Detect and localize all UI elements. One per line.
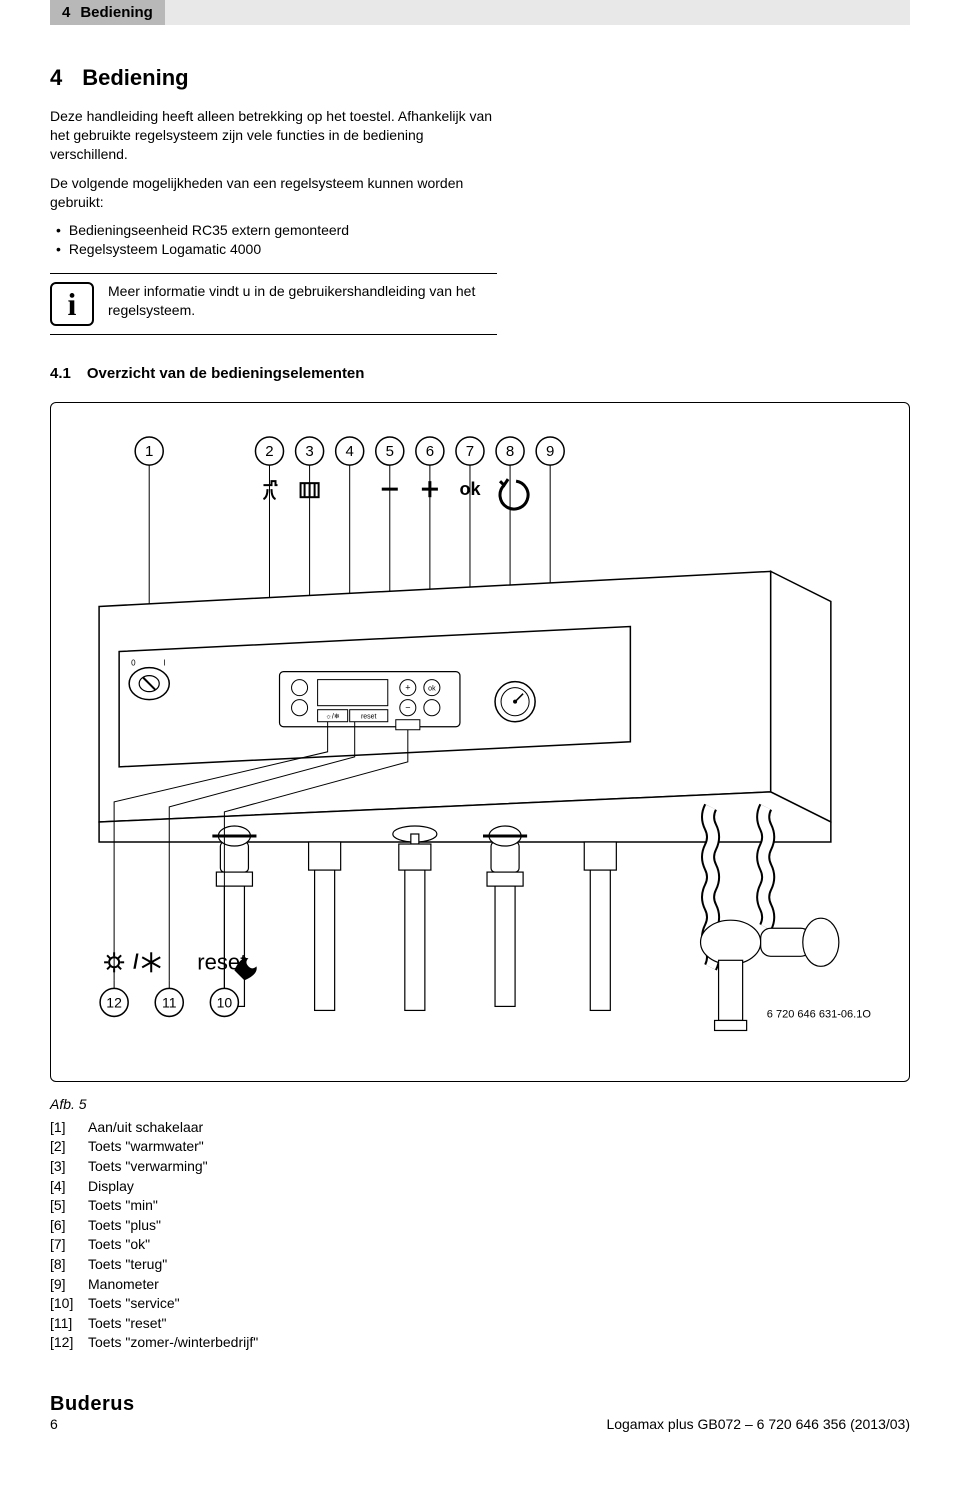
- header-tab: 4 Bediening: [50, 0, 165, 25]
- svg-text:0: 0: [131, 659, 136, 668]
- legend-row: [6]Toets "plus": [50, 1216, 910, 1236]
- control-module: ☼/❄ reset + ok −: [280, 672, 460, 730]
- back-icon: [500, 479, 528, 509]
- callout-8: 8: [496, 437, 524, 465]
- main-heading-number: 4: [50, 65, 62, 91]
- svg-text:9: 9: [546, 443, 554, 460]
- callout-2: 2: [255, 437, 283, 465]
- callout-11: 11: [155, 989, 183, 1017]
- info-note-box: i Meer informatie vindt u in de gebruike…: [50, 273, 497, 335]
- intro-paragraph: Deze handleiding heeft alleen betrekking…: [50, 107, 497, 164]
- svg-text:8: 8: [506, 443, 514, 460]
- figure-label: Afb. 5: [50, 1096, 910, 1112]
- callout-9: 9: [536, 437, 564, 465]
- bullet-dot-icon: [56, 221, 61, 240]
- svg-text:I: I: [163, 659, 165, 668]
- bullet-text: Regelsysteem Logamatic 4000: [69, 240, 261, 259]
- subsection-title: Overzicht van de bedieningselementen: [87, 365, 365, 382]
- brand-logo: Buderus: [50, 1393, 135, 1416]
- slash-separator: /: [133, 952, 139, 974]
- callout-7: 7: [456, 437, 484, 465]
- header-bar-rest: [165, 0, 910, 25]
- svg-text:10: 10: [217, 995, 233, 1011]
- svg-text:ok: ok: [428, 686, 436, 693]
- svg-text:reset: reset: [361, 714, 377, 721]
- diagram-ref: 6 720 646 631-06.1O: [767, 1009, 872, 1021]
- legend-row: [1]Aan/uit schakelaar: [50, 1118, 910, 1138]
- subsection-number: 4.1: [50, 365, 71, 382]
- info-note-text: Meer informatie vindt u in de gebruikers…: [108, 282, 497, 320]
- svg-text:12: 12: [106, 995, 122, 1011]
- doc-reference: Logamax plus GB072 – 6 720 646 356 (2013…: [606, 1416, 910, 1432]
- main-heading-title: Bediening: [82, 65, 188, 91]
- svg-text:+: +: [405, 683, 410, 693]
- callout-3: 3: [296, 437, 324, 465]
- bullets-lead-in: De volgende mogelijkheden van een regels…: [50, 174, 497, 212]
- svg-text:6: 6: [426, 443, 434, 460]
- legend-row: [9]Manometer: [50, 1275, 910, 1295]
- svg-text:−: −: [405, 703, 410, 713]
- legend-row: [5]Toets "min": [50, 1196, 910, 1216]
- main-heading: 4 Bediening: [50, 65, 497, 91]
- tap-icon: [263, 481, 277, 499]
- svg-text:7: 7: [466, 443, 474, 460]
- snowflake-icon: [142, 953, 160, 973]
- diagram-frame: 1 2 3 4 5 6 7 8 9: [50, 402, 910, 1082]
- header-section-number: 4: [62, 4, 70, 21]
- info-icon: i: [50, 282, 94, 326]
- legend-row: [8]Toets "terug": [50, 1255, 910, 1275]
- callout-10: 10: [210, 989, 238, 1017]
- header-section-title: Bediening: [80, 4, 153, 21]
- bullet-item: Regelsysteem Logamatic 4000: [56, 240, 497, 259]
- svg-text:☼/❄: ☼/❄: [326, 713, 340, 721]
- svg-text:1: 1: [145, 443, 153, 460]
- manometer-gauge: [495, 682, 535, 722]
- legend-list: [1]Aan/uit schakelaar [2]Toets "warmwate…: [50, 1118, 910, 1353]
- legend-row: [10]Toets "service": [50, 1294, 910, 1314]
- callout-4: 4: [336, 437, 364, 465]
- callout-1: 1: [135, 437, 163, 465]
- callout-5: 5: [376, 437, 404, 465]
- svg-text:2: 2: [265, 443, 273, 460]
- bullet-text: Bedieningseenheid RC35 extern gemonteerd: [69, 221, 349, 240]
- callout-12: 12: [100, 989, 128, 1017]
- svg-text:11: 11: [162, 995, 177, 1011]
- svg-text:4: 4: [346, 443, 354, 460]
- subsection-heading: 4.1 Overzicht van de bedieningselementen: [50, 365, 497, 382]
- svg-text:3: 3: [305, 443, 313, 460]
- bullet-dot-icon: [56, 240, 61, 259]
- svg-text:5: 5: [386, 443, 394, 460]
- callout-6: 6: [416, 437, 444, 465]
- legend-row: [7]Toets "ok": [50, 1235, 910, 1255]
- control-panel-diagram: 1 2 3 4 5 6 7 8 9: [69, 421, 891, 1063]
- boiler-body: [99, 572, 831, 843]
- bullet-item: Bedieningseenheid RC35 extern gemonteerd: [56, 221, 497, 240]
- page-number: 6: [50, 1416, 135, 1432]
- legend-row: [11]Toets "reset": [50, 1314, 910, 1334]
- legend-row: [2]Toets "warmwater": [50, 1137, 910, 1157]
- page-header: 4 Bediening: [50, 0, 910, 25]
- page-footer: Buderus 6 Logamax plus GB072 – 6 720 646…: [50, 1393, 910, 1432]
- legend-row: [12]Toets "zomer-/winterbedrijf": [50, 1333, 910, 1353]
- legend-row: [4]Display: [50, 1177, 910, 1197]
- bullet-list: Bedieningseenheid RC35 extern gemonteerd…: [56, 221, 497, 259]
- legend-row: [3]Toets "verwarming": [50, 1157, 910, 1177]
- info-i-glyph: i: [68, 288, 77, 320]
